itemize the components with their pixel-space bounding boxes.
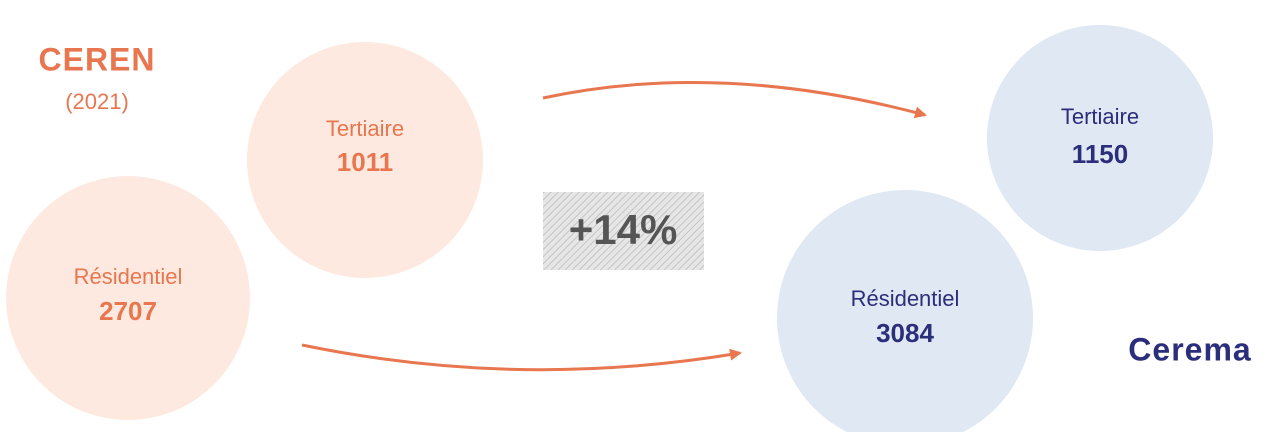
node-label: Résidentiel bbox=[851, 286, 960, 311]
target-title: Cerema bbox=[1128, 331, 1251, 367]
node-label: Tertiaire bbox=[326, 116, 404, 141]
node-circle bbox=[247, 42, 483, 278]
node-value: 2707 bbox=[99, 296, 157, 326]
node-circle bbox=[6, 176, 250, 420]
node-value: 3084 bbox=[876, 318, 934, 348]
arrow bbox=[301, 343, 742, 372]
change-box bbox=[543, 192, 704, 270]
change-label: +14% bbox=[569, 206, 678, 253]
node-circle bbox=[987, 25, 1213, 251]
node-value: 1150 bbox=[1072, 139, 1128, 169]
node-label: Résidentiel bbox=[74, 264, 183, 289]
arrow bbox=[542, 80, 927, 119]
source-year: (2021) bbox=[65, 89, 129, 114]
node-label: Tertiaire bbox=[1061, 104, 1139, 129]
node-circle bbox=[777, 190, 1033, 432]
source-title: CEREN bbox=[38, 41, 155, 77]
node-value: 1011 bbox=[337, 147, 393, 177]
